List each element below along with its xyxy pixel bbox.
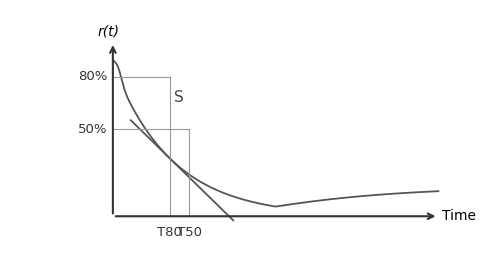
Text: T50: T50 [177, 227, 202, 239]
Text: r(t): r(t) [98, 24, 120, 38]
Text: S: S [174, 90, 184, 105]
Text: Time: Time [442, 209, 476, 223]
Text: 80%: 80% [78, 70, 107, 84]
Text: 50%: 50% [78, 123, 107, 136]
Text: T80: T80 [158, 227, 182, 239]
